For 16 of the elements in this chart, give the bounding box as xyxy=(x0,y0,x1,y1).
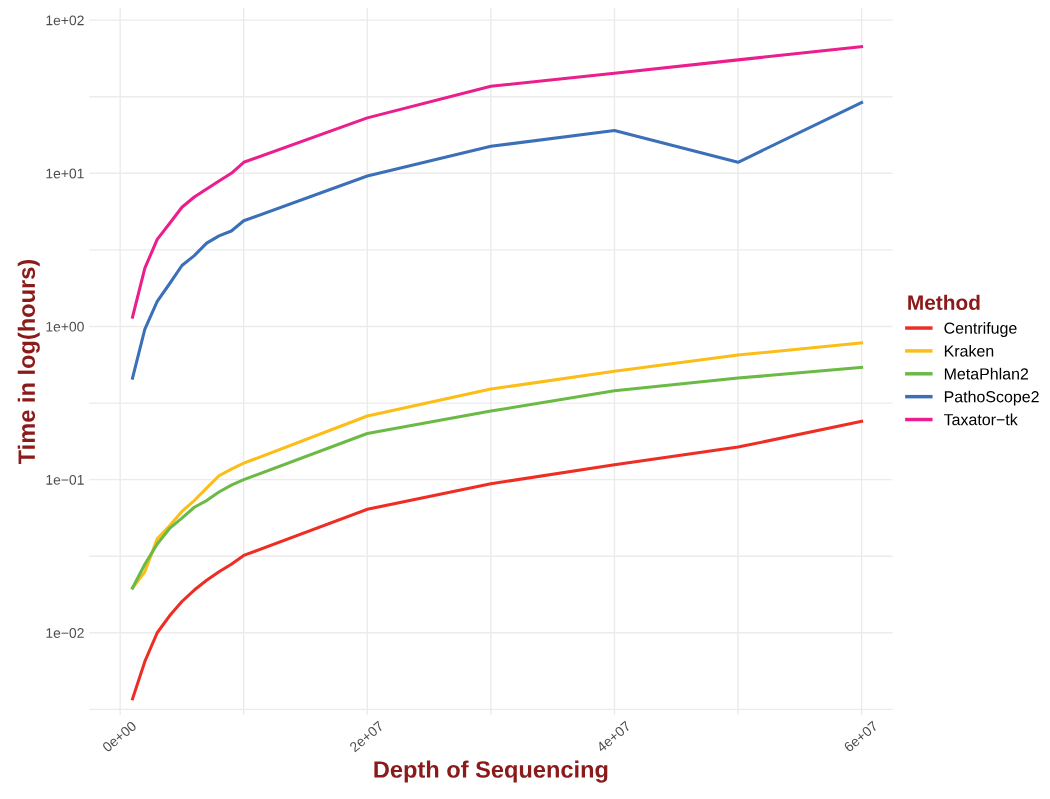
legend-title: Method xyxy=(908,294,980,310)
y-tick-label: 1e+01 xyxy=(46,168,84,179)
y-tick-label: 1e−02 xyxy=(46,628,84,638)
x-axis-title: Depth of Sequencing xyxy=(374,760,608,783)
legend-label: MetaPhlan2 xyxy=(944,367,1029,380)
y-tick-label: 1e+02 xyxy=(46,15,84,26)
line-series xyxy=(130,419,864,701)
line-series xyxy=(130,45,864,319)
legend-label: Taxator−tk xyxy=(943,413,1018,426)
y-tick-label: 1e−01 xyxy=(46,474,84,485)
y-axis-title: Time in log(hours) xyxy=(17,259,40,465)
legend-label: Centrifuge xyxy=(944,322,1017,337)
legend-label: PathoScope2 xyxy=(944,390,1039,406)
legend-label: Kraken xyxy=(944,344,994,357)
y-tick-label: 1e+00 xyxy=(46,321,84,332)
line-series xyxy=(130,100,864,380)
